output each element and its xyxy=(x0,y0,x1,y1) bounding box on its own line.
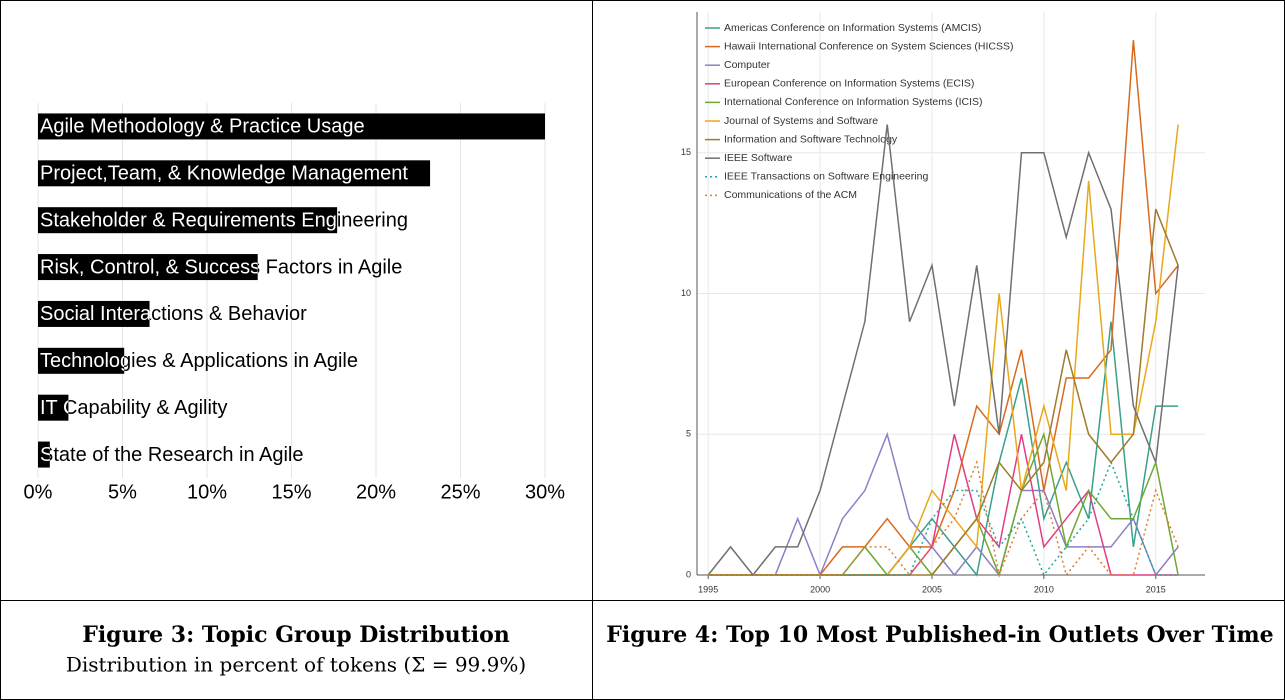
category-label-inverse: Risk, Control, & Success Factors in Agil… xyxy=(40,256,402,278)
legend-label: IEEE Transactions on Software Engineerin… xyxy=(724,171,928,183)
category-label-inverse: IT Capability & Agility xyxy=(40,397,228,419)
y-tick-label: 0 xyxy=(686,569,691,579)
legend-label: IEEE Software xyxy=(724,152,792,164)
category-label-inverse: Project,Team, & Knowledge Management xyxy=(40,163,408,185)
category-label: Technologies & Applications in Agile xyxy=(40,350,358,372)
category-label-inverse: State of the Research in Agile xyxy=(40,444,304,466)
bar xyxy=(38,441,50,468)
category-label: Social Interactions & Behavior xyxy=(40,303,307,325)
x-tick-label: 30% xyxy=(525,481,565,503)
x-tick-label: 2010 xyxy=(1034,584,1054,594)
x-tick-label: 0% xyxy=(24,481,53,503)
x-tick-label: 2005 xyxy=(922,584,942,594)
caption-title: Figure 4: Top 10 Most Published-in Outle… xyxy=(606,622,1273,648)
bar xyxy=(38,347,125,374)
legend-label: European Conference on Information Syste… xyxy=(724,78,974,90)
x-tick-label: 2000 xyxy=(810,584,830,594)
caption-subtitle: Distribution in percent of tokens (Σ = 9… xyxy=(66,653,526,677)
legend-label: International Conference on Information … xyxy=(724,96,983,108)
bar xyxy=(38,160,431,187)
bar xyxy=(38,300,150,327)
category-label: IT Capability & Agility xyxy=(40,397,228,419)
caption-title: Figure 3: Topic Group Distribution xyxy=(82,622,510,648)
legend-label: Information and Software Technology xyxy=(724,133,898,145)
bar xyxy=(38,254,258,281)
category-label-inverse: Agile Methodology & Practice Usage xyxy=(40,116,365,138)
x-tick-label: 25% xyxy=(440,481,480,503)
series-line xyxy=(708,208,1179,576)
category-label: Risk, Control, & Success Factors in Agil… xyxy=(40,256,402,278)
y-tick-label: 10 xyxy=(681,288,691,298)
legend-label: Computer xyxy=(724,59,771,71)
x-tick-label: 20% xyxy=(356,481,396,503)
category-label-inverse: Technologies & Applications in Agile xyxy=(40,350,358,372)
y-tick-label: 15 xyxy=(681,147,691,157)
category-label: Agile Methodology & Practice Usage xyxy=(40,116,365,138)
x-tick-label: 2015 xyxy=(1146,584,1166,594)
y-tick-label: 5 xyxy=(686,429,691,439)
category-label: State of the Research in Agile xyxy=(40,444,304,466)
bar xyxy=(38,113,545,140)
series-line xyxy=(707,124,1179,577)
x-tick-label: 10% xyxy=(187,481,227,503)
legend-label: Journal of Systems and Software xyxy=(724,115,878,127)
legend-label: Communications of the ACM xyxy=(724,189,857,201)
x-tick-label: 1995 xyxy=(698,584,718,594)
category-label: Stakeholder & Requirements Engineering xyxy=(40,209,408,231)
bar xyxy=(38,394,69,421)
legend-label: Americas Conference on Information Syste… xyxy=(724,22,981,34)
legend-label: Hawaii International Conference on Syste… xyxy=(724,40,1013,52)
series-line xyxy=(708,321,1179,577)
x-tick-label: 5% xyxy=(108,481,137,503)
bar xyxy=(38,207,338,234)
category-label-inverse: Social Interactions & Behavior xyxy=(40,303,307,325)
category-label-inverse: Stakeholder & Requirements Engineering xyxy=(40,209,408,231)
x-tick-label: 15% xyxy=(271,481,311,503)
category-label: Project,Team, & Knowledge Management xyxy=(40,163,408,185)
